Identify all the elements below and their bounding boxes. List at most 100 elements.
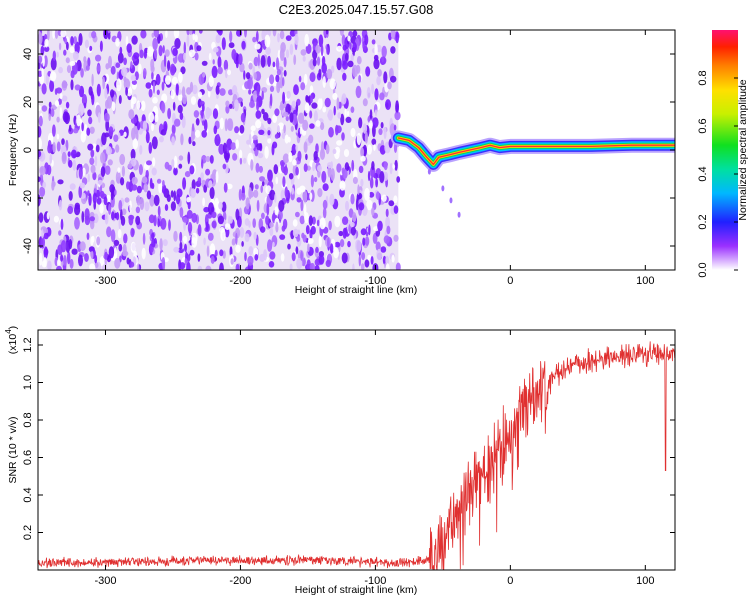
- noise-blob: [197, 91, 203, 98]
- noise-blob: [197, 253, 201, 262]
- spectrogram-y-axis-label: Frequency (Hz): [7, 114, 19, 186]
- noise-blob: [198, 30, 203, 34]
- noise-blob: [277, 125, 280, 134]
- noise-blob: [203, 206, 210, 213]
- noise-blob: [60, 218, 64, 230]
- noise-blob: [365, 66, 371, 77]
- noise-blob: [48, 101, 52, 108]
- noise-blob: [371, 161, 375, 171]
- noise-blob: [276, 68, 282, 76]
- noise-blob: [96, 83, 101, 97]
- signal-track-band: [397, 137, 675, 166]
- noise-blob: [248, 246, 254, 256]
- signal-track-fragment: [457, 211, 461, 218]
- noise-blob: [319, 217, 326, 230]
- noise-blob: [73, 36, 77, 45]
- noise-blob: [374, 88, 379, 101]
- noise-blob: [387, 81, 392, 90]
- noise-blob: [347, 240, 351, 248]
- noise-blob: [130, 74, 136, 82]
- noise-blob: [349, 221, 355, 228]
- noise-blob: [74, 217, 80, 230]
- noise-blob: [118, 217, 121, 230]
- noise-blob: [367, 144, 372, 155]
- noise-blob: [284, 186, 288, 198]
- noise-blob: [216, 133, 220, 140]
- noise-blob: [356, 132, 362, 146]
- noise-blob: [188, 49, 195, 58]
- noise-blob: [368, 224, 371, 236]
- noise-blob: [213, 47, 219, 53]
- noise-blob: [267, 55, 271, 68]
- noise-blob: [214, 197, 219, 210]
- noise-blob: [46, 164, 52, 176]
- noise-blob: [259, 253, 265, 262]
- noise-blob: [189, 249, 195, 256]
- noise-blob: [146, 190, 152, 200]
- noise-blob: [66, 65, 72, 74]
- noise-blob: [123, 131, 127, 137]
- noise-blob: [280, 253, 285, 262]
- noise-blob: [261, 30, 266, 41]
- noise-blob: [325, 259, 331, 268]
- noise-blob: [151, 238, 156, 248]
- noise-blob: [109, 89, 115, 98]
- noise-blob: [155, 73, 161, 86]
- noise-blob: [352, 176, 358, 184]
- noise-blob: [253, 189, 259, 198]
- noise-blob: [119, 46, 123, 55]
- noise-blob: [299, 126, 303, 135]
- noise-blob: [347, 35, 351, 42]
- noise-blob: [228, 89, 234, 96]
- noise-blob: [94, 262, 99, 269]
- noise-blob: [117, 52, 124, 64]
- noise-blob: [370, 256, 374, 265]
- noise-blob: [61, 138, 65, 146]
- noise-blob: [248, 220, 251, 228]
- noise-blob: [138, 63, 142, 75]
- noise-blob: [240, 192, 246, 201]
- noise-blob: [179, 231, 183, 243]
- noise-blob: [312, 58, 317, 67]
- colorbar-tick-label: 0.6: [697, 118, 709, 133]
- noise-blob: [327, 162, 333, 169]
- noise-blob: [210, 173, 216, 181]
- noise-blob: [256, 143, 262, 151]
- noise-blob: [316, 56, 321, 66]
- noise-blob: [360, 178, 364, 187]
- noise-blob: [79, 182, 86, 189]
- noise-blob: [395, 100, 399, 113]
- noise-blob: [312, 216, 316, 225]
- noise-blob: [227, 69, 231, 76]
- noise-blob: [56, 133, 60, 140]
- noise-blob: [260, 226, 266, 233]
- snr-y-multiplier: (x104): [4, 326, 19, 354]
- noise-blob: [107, 159, 113, 166]
- noise-blob: [238, 188, 242, 201]
- noise-blob: [288, 173, 294, 180]
- noise-blob: [113, 247, 118, 261]
- noise-blob: [350, 106, 355, 113]
- noise-blob: [118, 95, 122, 104]
- noise-blob: [127, 163, 133, 169]
- noise-blob: [187, 242, 191, 255]
- noise-blob: [74, 41, 80, 55]
- x-tick-label: -200: [229, 275, 251, 287]
- x-tick-label: 100: [636, 575, 654, 587]
- noise-blob: [362, 237, 366, 246]
- noise-blob: [221, 37, 226, 50]
- noise-blob: [201, 130, 207, 138]
- noise-blob: [104, 251, 108, 260]
- noise-blob: [296, 98, 301, 106]
- noise-blob: [385, 255, 390, 266]
- noise-blob: [261, 212, 265, 219]
- noise-blob: [302, 190, 308, 203]
- noise-blob: [250, 125, 256, 132]
- noise-blob: [67, 151, 71, 158]
- noise-blob: [342, 44, 347, 51]
- noise-blob: [49, 71, 57, 82]
- noise-blob: [157, 205, 161, 217]
- noise-blob: [289, 43, 294, 56]
- noise-blob: [209, 243, 216, 256]
- noise-blob: [274, 108, 280, 117]
